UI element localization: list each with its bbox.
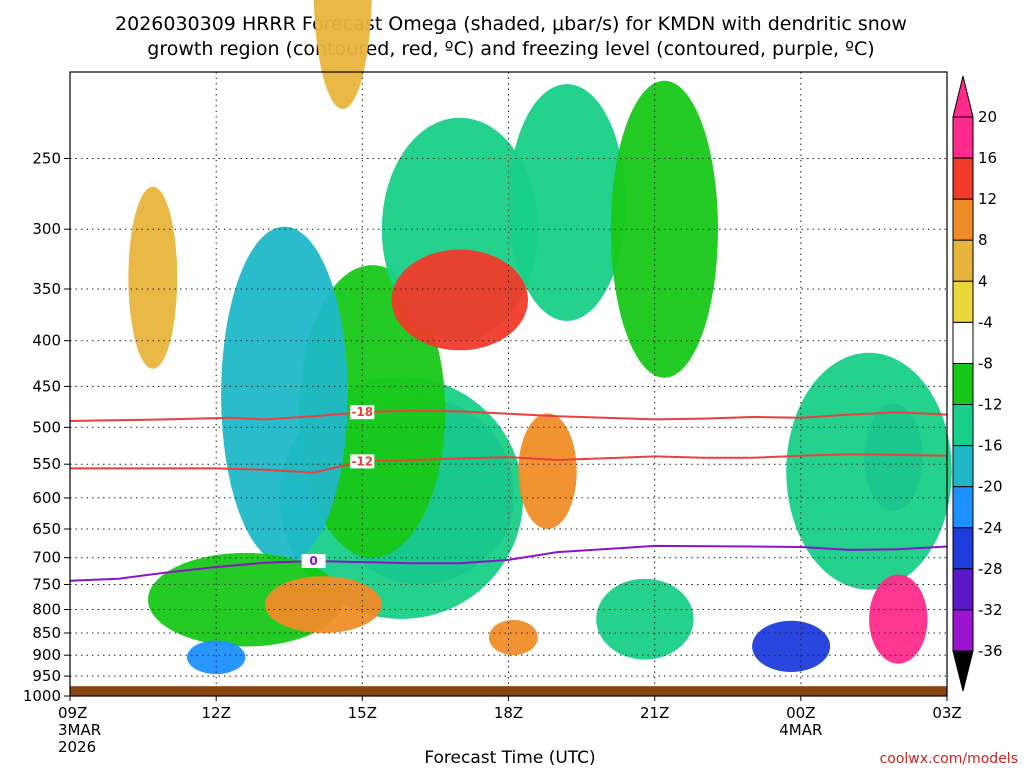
credit-text: coolwx.com/models <box>880 751 1018 767</box>
colorbar-label-2: 12 <box>978 190 997 208</box>
omega-feature-upward-7 <box>187 640 246 675</box>
x-axis-label: Forecast Time (UTC) <box>424 748 595 768</box>
omega-feature-upward-14 <box>786 352 952 590</box>
y-tick-label-350: 350 <box>32 280 61 298</box>
contour-label-bg-1 <box>350 454 375 469</box>
y-tick-label-600: 600 <box>32 489 61 507</box>
colorbar-swatch-10 <box>952 527 974 570</box>
x-tick-label-03Z: 03Z <box>932 704 961 722</box>
contour-line-0 <box>69 409 948 422</box>
colorbar-label-3: 8 <box>978 231 988 249</box>
x-tick-label-18Z: 18Z <box>494 704 523 722</box>
omega-feature-downward-17 <box>128 186 178 369</box>
colorbar-label-1: 16 <box>978 149 997 167</box>
y-tick-label-700: 700 <box>32 549 61 567</box>
contour-label-bg-0 <box>350 405 375 420</box>
y-tick-label-300: 300 <box>32 220 61 238</box>
ground-below-surface <box>70 686 947 696</box>
contour-label-1: -12 <box>351 454 373 468</box>
y-tick-label-900: 900 <box>32 646 61 664</box>
omega-feature-upward-12 <box>752 620 831 673</box>
colorbar: 20 16 12 8 4 -4 -8 -12 -16 -20 -24 -28 -32 -36 <box>952 75 1003 692</box>
omega-feature-downward-15 <box>391 249 528 351</box>
colorbar-swatch-7 <box>952 404 974 447</box>
colorbar-label-10: -24 <box>978 519 1003 537</box>
contour-label-0: -18 <box>351 405 373 419</box>
contour-line-2 <box>69 544 948 582</box>
colorbar-label-0: 20 <box>978 108 997 126</box>
y-tick-label-450: 450 <box>32 377 61 395</box>
omega-feature-downward-20 <box>489 619 538 656</box>
colorbar-swatch-3 <box>952 239 974 282</box>
colorbar-swatch-2 <box>952 198 974 241</box>
colorbar-swatch-1 <box>952 157 974 200</box>
y-axis-ticks: 250 300 350 400 450 500 550 600 650 700 750 800 850 9… <box>23 150 70 705</box>
omega-feature-downward-16 <box>313 0 372 109</box>
colorbar-label-5: -4 <box>978 313 993 331</box>
colorbar-label-13: -36 <box>978 642 1003 660</box>
colorbar-swatch-8 <box>952 445 974 488</box>
y-tick-label-1000: 1000 <box>23 687 61 705</box>
omega-feature-downward-19 <box>264 576 382 633</box>
x-tick-sublabel-00Z: 4MAR <box>779 721 822 739</box>
colorbar-swatch-0 <box>952 116 974 159</box>
y-tick-label-850: 850 <box>32 624 61 642</box>
x-tick-label-15Z: 15Z <box>348 704 377 722</box>
omega-feature-upward-9 <box>508 84 626 321</box>
omega-feature-upward-5 <box>221 226 348 564</box>
y-tick-label-950: 950 <box>32 667 61 685</box>
y-tick-label-250: 250 <box>32 150 61 168</box>
y-tick-label-400: 400 <box>32 332 61 350</box>
omega-shading <box>128 0 952 675</box>
temperature-contours: -18 -12 0 <box>69 405 948 582</box>
colorbar-label-8: -16 <box>978 437 1003 455</box>
colorbar-arrow-bottom <box>952 650 974 692</box>
colorbar-swatch-9 <box>952 486 974 529</box>
x-tick-label-09Z: 09Z <box>58 704 87 722</box>
colorbar-swatch-6 <box>952 363 974 406</box>
y-tick-label-800: 800 <box>32 601 61 619</box>
colorbar-swatch-4 <box>952 280 974 323</box>
colorbar-label-4: 4 <box>978 272 988 290</box>
omega-feature-downward-21 <box>869 574 928 664</box>
colorbar-label-6: -8 <box>978 355 993 373</box>
y-tick-label-750: 750 <box>32 576 61 594</box>
y-tick-label-500: 500 <box>32 418 61 436</box>
omega-feature-downward-18 <box>518 413 577 529</box>
x-tick-sublabel-09Z: 3MAR <box>58 721 101 739</box>
contour-label-2: 0 <box>309 554 317 568</box>
omega-feature-upward-11 <box>596 578 694 660</box>
chart-title-line1: 2026030309 HRRR Forecast Omega (shaded, … <box>115 13 907 35</box>
x-tick-sublabel2-09Z: 2026 <box>58 738 96 756</box>
colorbar-swatch-5 <box>952 321 974 364</box>
colorbar-swatch-12 <box>952 609 974 652</box>
contour-label-bg-2 <box>301 554 326 568</box>
x-tick-label-00Z: 00Z <box>786 704 815 722</box>
y-tick-label-650: 650 <box>32 520 61 538</box>
colorbar-label-11: -28 <box>978 560 1003 578</box>
colorbar-swatch-11 <box>952 568 974 611</box>
colorbar-label-7: -12 <box>978 396 1003 414</box>
colorbar-label-12: -32 <box>978 601 1003 619</box>
x-tick-label-21Z: 21Z <box>640 704 669 722</box>
colorbar-arrow-top <box>952 75 974 118</box>
chart-title-line2: growth region (contoured, red, ºC) and f… <box>147 38 874 60</box>
x-tick-label-12Z: 12Z <box>202 704 231 722</box>
colorbar-label-9: -20 <box>978 478 1003 496</box>
contour-line-1 <box>70 453 948 474</box>
y-tick-label-550: 550 <box>32 455 61 473</box>
